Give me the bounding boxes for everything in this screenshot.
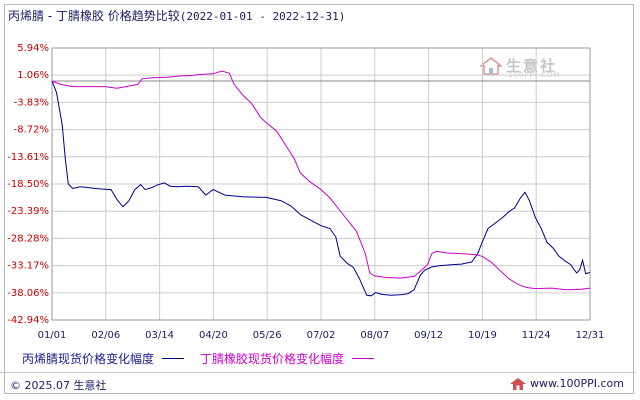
legend-series2-label: 丁腈橡胶现货价格变化幅度	[200, 351, 345, 366]
house-logo-icon	[480, 56, 502, 75]
y-tick-label: -42.94%	[7, 315, 49, 326]
series-line-2	[51, 70, 591, 291]
chart-title-main: 丙烯腈 - 丁腈橡胶 价格趋势比较	[8, 9, 180, 23]
footer-site-link[interactable]: www.100PPI.com	[530, 377, 624, 390]
house-logo-icon	[510, 377, 527, 390]
x-tick-label: 07/02	[307, 330, 336, 341]
y-tick-label: -8.72%	[14, 125, 49, 136]
y-tick-label: -13.61%	[7, 152, 49, 163]
footer: © 2025.07 生意社 www.100PPI.com	[0, 372, 636, 394]
watermark-text: 生意社	[506, 57, 558, 75]
y-tick-label: -28.28%	[7, 233, 49, 244]
x-tick-label: 08/07	[360, 330, 389, 341]
chart-title-range: (2022-01-01 - 2022-12-31)	[179, 10, 346, 23]
chart-frame	[4, 4, 634, 394]
x-tick-label: 12/31	[576, 330, 605, 341]
legend-series1-swatch	[162, 357, 185, 359]
legend: 丙烯腈现货价格变化幅度 丁腈橡胶现货价格变化幅度	[22, 350, 390, 366]
x-tick-label: 02/06	[91, 330, 120, 341]
x-tick-label: 04/20	[199, 330, 228, 341]
series-line-1	[51, 80, 591, 297]
y-tick-label: -18.50%	[7, 179, 49, 190]
x-tick-label: 01/01	[38, 330, 67, 341]
x-tick-label: 09/12	[414, 330, 443, 341]
y-tick-label: -3.83%	[14, 97, 49, 108]
chart-title: 丙烯腈 - 丁腈橡胶 价格趋势比较(2022-01-01 - 2022-12-3…	[8, 7, 345, 24]
footer-site[interactable]: www.100PPI.com	[510, 377, 624, 390]
y-tick-label: -23.39%	[7, 206, 49, 217]
plot-area	[51, 47, 591, 321]
legend-series2-swatch	[352, 357, 375, 359]
y-tick-label: -38.06%	[7, 288, 49, 299]
legend-series1-label: 丙烯腈现货价格变化幅度	[22, 351, 155, 366]
x-tick-label: 10/19	[468, 330, 497, 341]
y-tick-label: 1.06%	[17, 70, 49, 81]
footer-copyright: © 2025.07 生意社	[10, 379, 107, 392]
x-tick-label: 11/24	[522, 330, 551, 341]
x-tick-label: 05/26	[253, 330, 282, 341]
y-tick-label: -33.17%	[7, 261, 49, 272]
y-tick-label: 5.94%	[17, 43, 49, 54]
x-tick-label: 03/14	[145, 330, 174, 341]
